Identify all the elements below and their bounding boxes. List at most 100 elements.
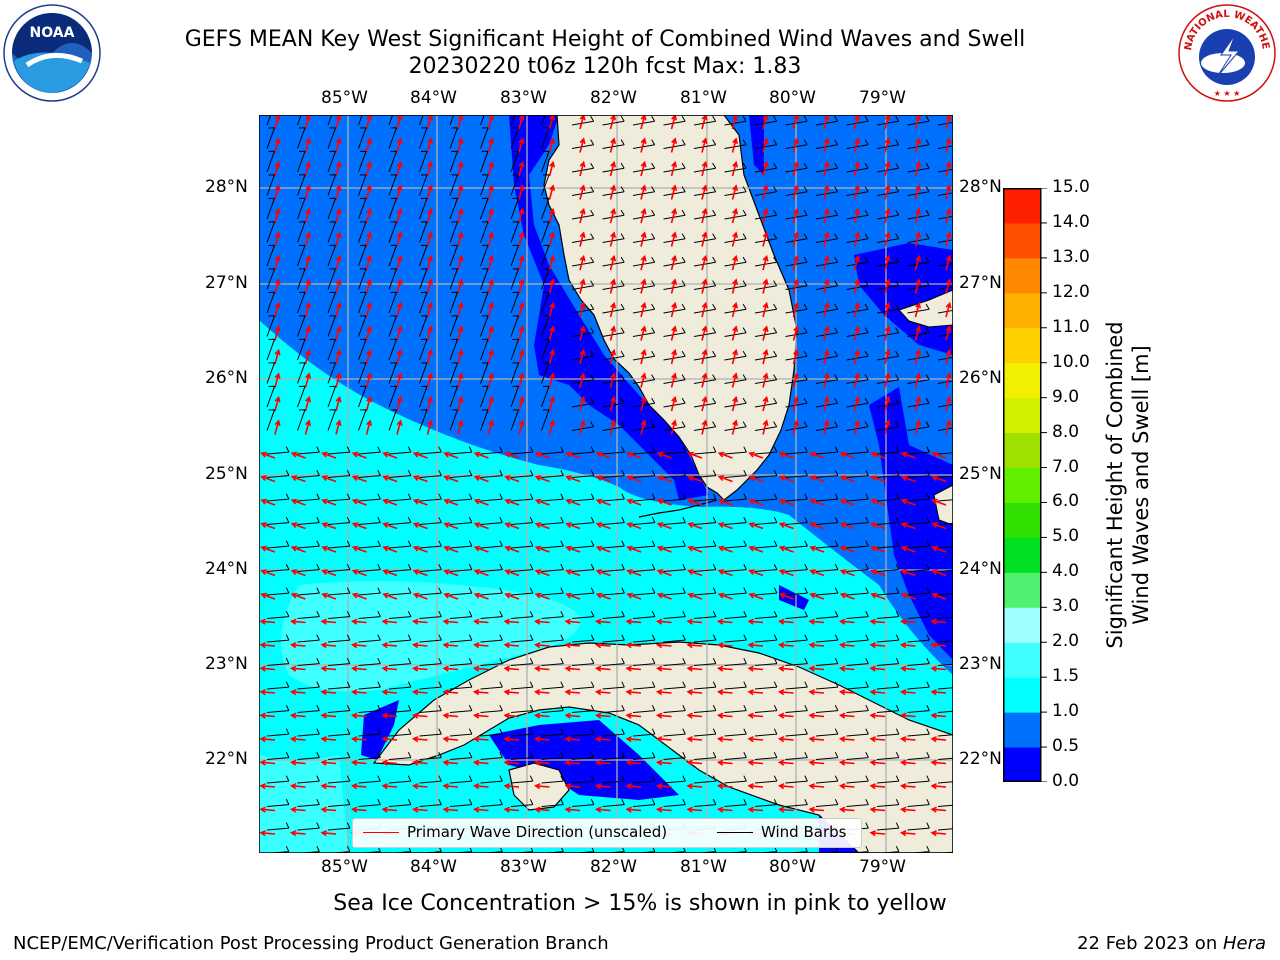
wind-barb [266,775,290,784]
wind-barb [449,563,473,572]
wave-direction-arrow [914,395,922,412]
wind-barb [571,139,595,149]
wave-direction-arrow [321,545,337,553]
wind-barb [663,115,686,126]
wind-barb [419,516,442,525]
wind-barb [297,728,320,737]
legend-swatch-wind [717,832,753,833]
wave-direction-arrow [579,278,586,294]
wind-barb [693,303,717,314]
wave-direction-arrow [443,498,459,506]
wind-barb [571,280,595,290]
wind-barb [815,280,839,290]
wind-barb [571,634,595,643]
wind-barb [815,775,839,784]
wind-barb [785,397,808,408]
wave-direction-arrow [518,301,525,318]
wind-barb [724,775,747,784]
wind-barb [480,516,503,525]
wave-direction-arrow [365,395,373,412]
wind-barb [510,385,519,408]
wind-barb [571,540,595,549]
wind-barb [724,751,747,760]
wave-direction-arrow [533,618,550,625]
wind-barb [327,516,351,525]
wind-barb [358,338,367,361]
wave-direction-arrow [304,207,312,224]
wave-direction-arrow [548,395,556,412]
wind-barb [663,751,686,760]
wind-barb [693,751,717,760]
wave-direction-arrow [670,160,678,177]
wind-barb [724,493,747,502]
wind-barb [388,362,397,384]
wave-direction-arrow [321,522,337,530]
wind-barb [785,162,808,173]
wind-barb [358,657,381,666]
lat-label-right: 22°N [959,749,1002,769]
wind-barb [846,327,869,337]
wind-barb [846,540,869,549]
wind-barb [327,587,351,596]
wind-barb [419,362,428,384]
colorbar-tick-label: 1.5 [1052,666,1080,687]
wind-barb [754,681,778,690]
band-1p5-2p0 [281,581,581,692]
wind-barb [602,657,625,666]
wind-barb [571,303,595,314]
wave-direction-arrow [320,665,337,672]
wave-direction-arrow [899,689,916,696]
wind-barb [510,469,534,478]
wave-direction-arrow [351,498,367,506]
wind-barb [602,421,625,431]
wave-direction-arrow [473,475,489,483]
wave-direction-arrow [274,301,281,318]
wave-direction-arrow [518,184,525,200]
wave-direction-arrow [321,569,337,577]
wave-direction-arrow [565,475,581,483]
wave-direction-arrow [426,207,434,224]
wind-barb [541,315,550,337]
wave-direction-arrow [777,712,794,719]
wind-barb [785,563,808,572]
wind-barb [266,751,290,760]
wind-barb [907,421,930,431]
wave-direction-arrow [731,160,739,177]
wind-barb [937,427,953,431]
wave-direction-arrow [382,569,398,577]
wave-direction-arrow [625,806,642,813]
wind-barb [480,197,489,220]
wind-barb [297,610,320,619]
wave-direction-arrow [457,160,464,177]
wind-barb [815,610,839,619]
wave-direction-arrow [808,806,825,813]
wind-barb [358,587,381,596]
wave-direction-arrow [931,545,947,553]
wind-barb [937,710,953,713]
wind-barb [327,775,351,784]
wind-barb [327,446,351,455]
wind-barb [785,115,808,126]
wind-barb [876,798,900,807]
wave-direction-arrow [640,160,647,177]
wind-barb [907,681,930,690]
wave-direction-arrow [260,569,276,577]
wind-barb [358,150,367,173]
wave-direction-arrow [579,160,586,177]
wind-barb [937,593,953,596]
wave-direction-arrow [931,592,947,600]
wave-direction-arrow [564,642,581,649]
wind-barb [480,540,503,549]
wave-direction-arrow [259,736,276,743]
wave-direction-arrow [442,689,459,696]
wave-direction-arrow [762,325,769,341]
wave-direction-arrow [686,618,703,625]
colorbar-segment [1003,712,1041,748]
wave-direction-arrow [594,712,611,719]
wind-barb [907,540,930,549]
wave-direction-arrow [716,712,733,719]
wind-barb [297,221,306,243]
wind-barb [602,303,625,314]
wave-direction-arrow [670,137,678,153]
wave-direction-arrow [487,372,495,388]
